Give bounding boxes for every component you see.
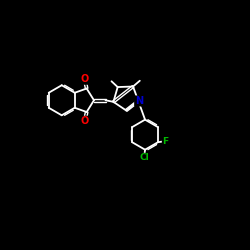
Text: N: N [135,96,143,106]
Text: O: O [80,74,89,84]
Text: F: F [162,137,168,146]
Text: O: O [80,116,89,126]
Text: Cl: Cl [139,153,149,162]
